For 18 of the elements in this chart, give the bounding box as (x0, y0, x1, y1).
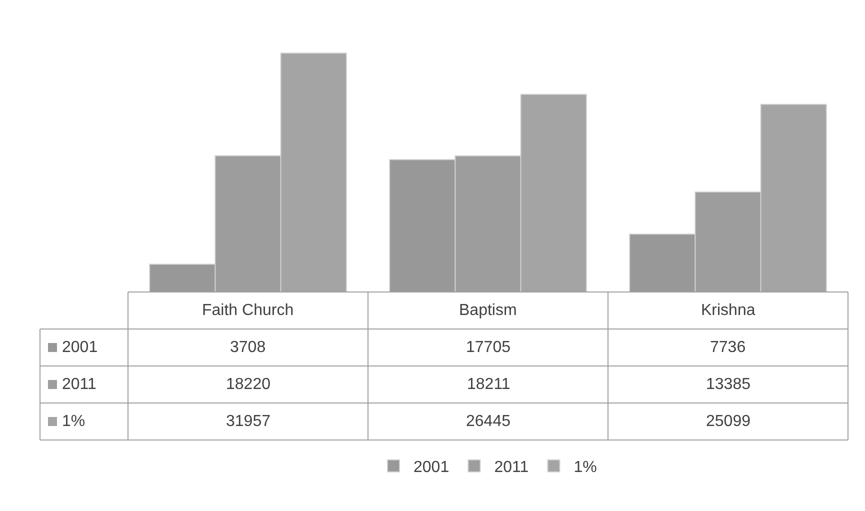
data-label: 3708 (230, 339, 266, 356)
legend-label: 1% (574, 459, 597, 476)
x-tick-label: Krishna (701, 302, 756, 319)
data-label: 31957 (226, 413, 271, 430)
text: 2011 (494, 459, 529, 476)
data-label: 26445 (466, 413, 511, 430)
data-label: 13385 (706, 376, 751, 393)
text: 2001 (414, 459, 450, 476)
data-label: 7736 (710, 339, 746, 356)
legend-label: 2001 (62, 339, 98, 356)
x-tick-label: Faith Church (202, 302, 294, 319)
data-label: 25099 (706, 413, 751, 430)
data-label: 18211 (467, 376, 510, 393)
data-label: 17705 (466, 339, 511, 356)
x-tick-label: Baptism (459, 302, 517, 319)
legend-label: 2011 (62, 376, 97, 393)
text: 1% (62, 413, 86, 430)
data-label: 18220 (226, 376, 271, 393)
